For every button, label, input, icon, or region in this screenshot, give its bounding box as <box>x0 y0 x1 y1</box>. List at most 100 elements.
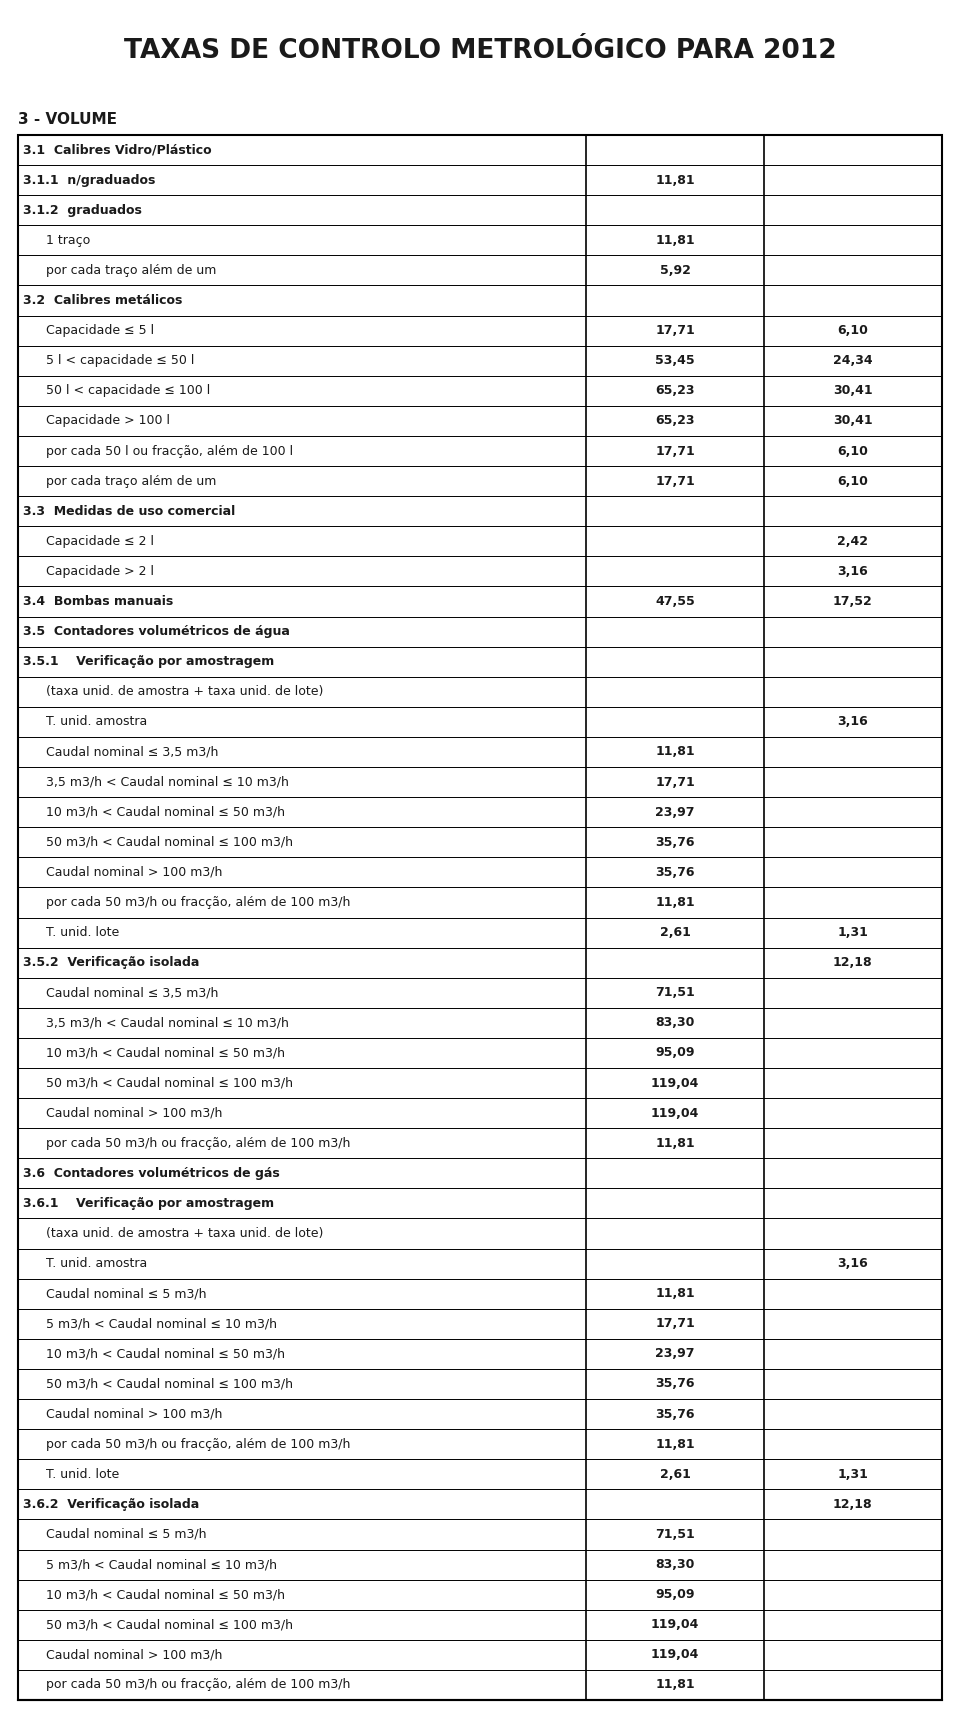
Text: por cada 50 m3/h ou fracção, além de 100 m3/h: por cada 50 m3/h ou fracção, além de 100… <box>46 897 350 909</box>
Text: Capacidade > 2 l: Capacidade > 2 l <box>46 565 154 578</box>
Text: 11,81: 11,81 <box>655 173 695 186</box>
Text: 50 l < capacidade ≤ 100 l: 50 l < capacidade ≤ 100 l <box>46 385 210 397</box>
Text: 2,42: 2,42 <box>837 536 869 548</box>
Text: 50 m3/h < Caudal nominal ≤ 100 m3/h: 50 m3/h < Caudal nominal ≤ 100 m3/h <box>46 835 293 849</box>
Text: 2,61: 2,61 <box>660 1468 690 1480</box>
Text: 1,31: 1,31 <box>837 1468 868 1480</box>
Text: 3.6.1    Verificação por amostragem: 3.6.1 Verificação por amostragem <box>23 1198 275 1210</box>
Text: Caudal nominal > 100 m3/h: Caudal nominal > 100 m3/h <box>46 1408 223 1420</box>
Text: 50 m3/h < Caudal nominal ≤ 100 m3/h: 50 m3/h < Caudal nominal ≤ 100 m3/h <box>46 1377 293 1391</box>
Text: 11,81: 11,81 <box>655 1136 695 1150</box>
Text: Caudal nominal ≤ 3,5 m3/h: Caudal nominal ≤ 3,5 m3/h <box>46 986 218 999</box>
Text: Capacidade ≤ 5 l: Capacidade ≤ 5 l <box>46 323 155 337</box>
Text: 5,92: 5,92 <box>660 263 690 277</box>
Text: 1 traço: 1 traço <box>46 234 90 246</box>
Text: 6,10: 6,10 <box>837 445 868 457</box>
Text: 5 m3/h < Caudal nominal ≤ 10 m3/h: 5 m3/h < Caudal nominal ≤ 10 m3/h <box>46 1559 277 1571</box>
Text: 30,41: 30,41 <box>833 385 873 397</box>
Text: Caudal nominal ≤ 5 m3/h: Caudal nominal ≤ 5 m3/h <box>46 1287 206 1300</box>
Text: 65,23: 65,23 <box>656 385 695 397</box>
Text: 3,16: 3,16 <box>837 565 868 578</box>
Text: 65,23: 65,23 <box>656 414 695 428</box>
Text: 3,16: 3,16 <box>837 715 868 729</box>
Text: 11,81: 11,81 <box>655 1437 695 1451</box>
Text: 11,81: 11,81 <box>655 234 695 246</box>
Text: 17,71: 17,71 <box>655 1317 695 1329</box>
Text: 71,51: 71,51 <box>655 1528 695 1542</box>
Text: 6,10: 6,10 <box>837 474 868 488</box>
Text: T. unid. amostra: T. unid. amostra <box>46 1258 147 1270</box>
Text: 2,61: 2,61 <box>660 926 690 939</box>
Text: 50 m3/h < Caudal nominal ≤ 100 m3/h: 50 m3/h < Caudal nominal ≤ 100 m3/h <box>46 1619 293 1631</box>
Text: 11,81: 11,81 <box>655 1678 695 1692</box>
Text: 23,97: 23,97 <box>656 1347 695 1360</box>
Text: Caudal nominal > 100 m3/h: Caudal nominal > 100 m3/h <box>46 866 223 879</box>
Text: 3.2  Calibres metálicos: 3.2 Calibres metálicos <box>23 294 182 306</box>
Text: 35,76: 35,76 <box>656 1408 695 1420</box>
Text: 5 m3/h < Caudal nominal ≤ 10 m3/h: 5 m3/h < Caudal nominal ≤ 10 m3/h <box>46 1317 277 1329</box>
Text: 119,04: 119,04 <box>651 1107 699 1119</box>
Text: 83,30: 83,30 <box>656 1559 695 1571</box>
Text: 47,55: 47,55 <box>655 595 695 607</box>
Text: 3.6.2  Verificação isolada: 3.6.2 Verificação isolada <box>23 1497 200 1511</box>
Text: 11,81: 11,81 <box>655 1287 695 1300</box>
Text: 10 m3/h < Caudal nominal ≤ 50 m3/h: 10 m3/h < Caudal nominal ≤ 50 m3/h <box>46 1588 285 1601</box>
Text: Capacidade ≤ 2 l: Capacidade ≤ 2 l <box>46 536 154 548</box>
Text: 17,52: 17,52 <box>833 595 873 607</box>
Text: 83,30: 83,30 <box>656 1016 695 1030</box>
Text: por cada 50 m3/h ou fracção, além de 100 m3/h: por cada 50 m3/h ou fracção, além de 100… <box>46 1437 350 1451</box>
Text: 6,10: 6,10 <box>837 323 868 337</box>
Text: 3.5.2  Verificação isolada: 3.5.2 Verificação isolada <box>23 956 200 968</box>
Text: 24,34: 24,34 <box>833 354 873 368</box>
Text: por cada 50 m3/h ou fracção, além de 100 m3/h: por cada 50 m3/h ou fracção, além de 100… <box>46 1136 350 1150</box>
Text: 119,04: 119,04 <box>651 1076 699 1090</box>
Text: 17,71: 17,71 <box>655 474 695 488</box>
Text: 3.1.2  graduados: 3.1.2 graduados <box>23 204 142 217</box>
Text: 17,71: 17,71 <box>655 445 695 457</box>
Text: por cada 50 m3/h ou fracção, além de 100 m3/h: por cada 50 m3/h ou fracção, além de 100… <box>46 1678 350 1692</box>
Text: 3.3  Medidas de uso comercial: 3.3 Medidas de uso comercial <box>23 505 235 518</box>
Text: 53,45: 53,45 <box>655 354 695 368</box>
Text: 35,76: 35,76 <box>656 866 695 879</box>
Text: 30,41: 30,41 <box>833 414 873 428</box>
Text: 10 m3/h < Caudal nominal ≤ 50 m3/h: 10 m3/h < Caudal nominal ≤ 50 m3/h <box>46 1347 285 1360</box>
Text: T. unid. lote: T. unid. lote <box>46 1468 119 1480</box>
Text: (taxa unid. de amostra + taxa unid. de lote): (taxa unid. de amostra + taxa unid. de l… <box>46 686 324 698</box>
Text: T. unid. amostra: T. unid. amostra <box>46 715 147 729</box>
Text: 17,71: 17,71 <box>655 323 695 337</box>
Text: 35,76: 35,76 <box>656 835 695 849</box>
Text: 11,81: 11,81 <box>655 746 695 758</box>
Text: 3.5  Contadores volumétricos de água: 3.5 Contadores volumétricos de água <box>23 625 290 638</box>
Text: 119,04: 119,04 <box>651 1648 699 1661</box>
Text: 3.4  Bombas manuais: 3.4 Bombas manuais <box>23 595 173 607</box>
Text: (taxa unid. de amostra + taxa unid. de lote): (taxa unid. de amostra + taxa unid. de l… <box>46 1227 324 1240</box>
Text: 3,5 m3/h < Caudal nominal ≤ 10 m3/h: 3,5 m3/h < Caudal nominal ≤ 10 m3/h <box>46 1016 289 1030</box>
Text: 11,81: 11,81 <box>655 897 695 909</box>
Text: 1,31: 1,31 <box>837 926 868 939</box>
Text: por cada 50 l ou fracção, além de 100 l: por cada 50 l ou fracção, além de 100 l <box>46 445 293 457</box>
Text: por cada traço além de um: por cada traço além de um <box>46 474 216 488</box>
Text: 5 l < capacidade ≤ 50 l: 5 l < capacidade ≤ 50 l <box>46 354 194 368</box>
Text: 3.1  Calibres Vidro/Plástico: 3.1 Calibres Vidro/Plástico <box>23 144 211 156</box>
Text: 71,51: 71,51 <box>655 986 695 999</box>
Text: Caudal nominal > 100 m3/h: Caudal nominal > 100 m3/h <box>46 1107 223 1119</box>
Text: Caudal nominal > 100 m3/h: Caudal nominal > 100 m3/h <box>46 1648 223 1661</box>
Text: 3,16: 3,16 <box>837 1258 868 1270</box>
Text: Caudal nominal ≤ 3,5 m3/h: Caudal nominal ≤ 3,5 m3/h <box>46 746 218 758</box>
Text: 12,18: 12,18 <box>833 1497 873 1511</box>
Text: 23,97: 23,97 <box>656 806 695 818</box>
Text: 119,04: 119,04 <box>651 1619 699 1631</box>
Text: 95,09: 95,09 <box>656 1588 695 1601</box>
Text: 10 m3/h < Caudal nominal ≤ 50 m3/h: 10 m3/h < Caudal nominal ≤ 50 m3/h <box>46 1047 285 1059</box>
Text: TAXAS DE CONTROLO METROLÓGICO PARA 2012: TAXAS DE CONTROLO METROLÓGICO PARA 2012 <box>124 38 836 63</box>
Text: Caudal nominal ≤ 5 m3/h: Caudal nominal ≤ 5 m3/h <box>46 1528 206 1542</box>
Text: 95,09: 95,09 <box>656 1047 695 1059</box>
Text: 3,5 m3/h < Caudal nominal ≤ 10 m3/h: 3,5 m3/h < Caudal nominal ≤ 10 m3/h <box>46 775 289 789</box>
Text: Capacidade > 100 l: Capacidade > 100 l <box>46 414 170 428</box>
Text: 3 - VOLUME: 3 - VOLUME <box>18 111 117 127</box>
Text: 35,76: 35,76 <box>656 1377 695 1391</box>
Text: T. unid. lote: T. unid. lote <box>46 926 119 939</box>
Text: 3.1.1  n/graduados: 3.1.1 n/graduados <box>23 173 156 186</box>
Text: 17,71: 17,71 <box>655 775 695 789</box>
Text: 12,18: 12,18 <box>833 956 873 968</box>
